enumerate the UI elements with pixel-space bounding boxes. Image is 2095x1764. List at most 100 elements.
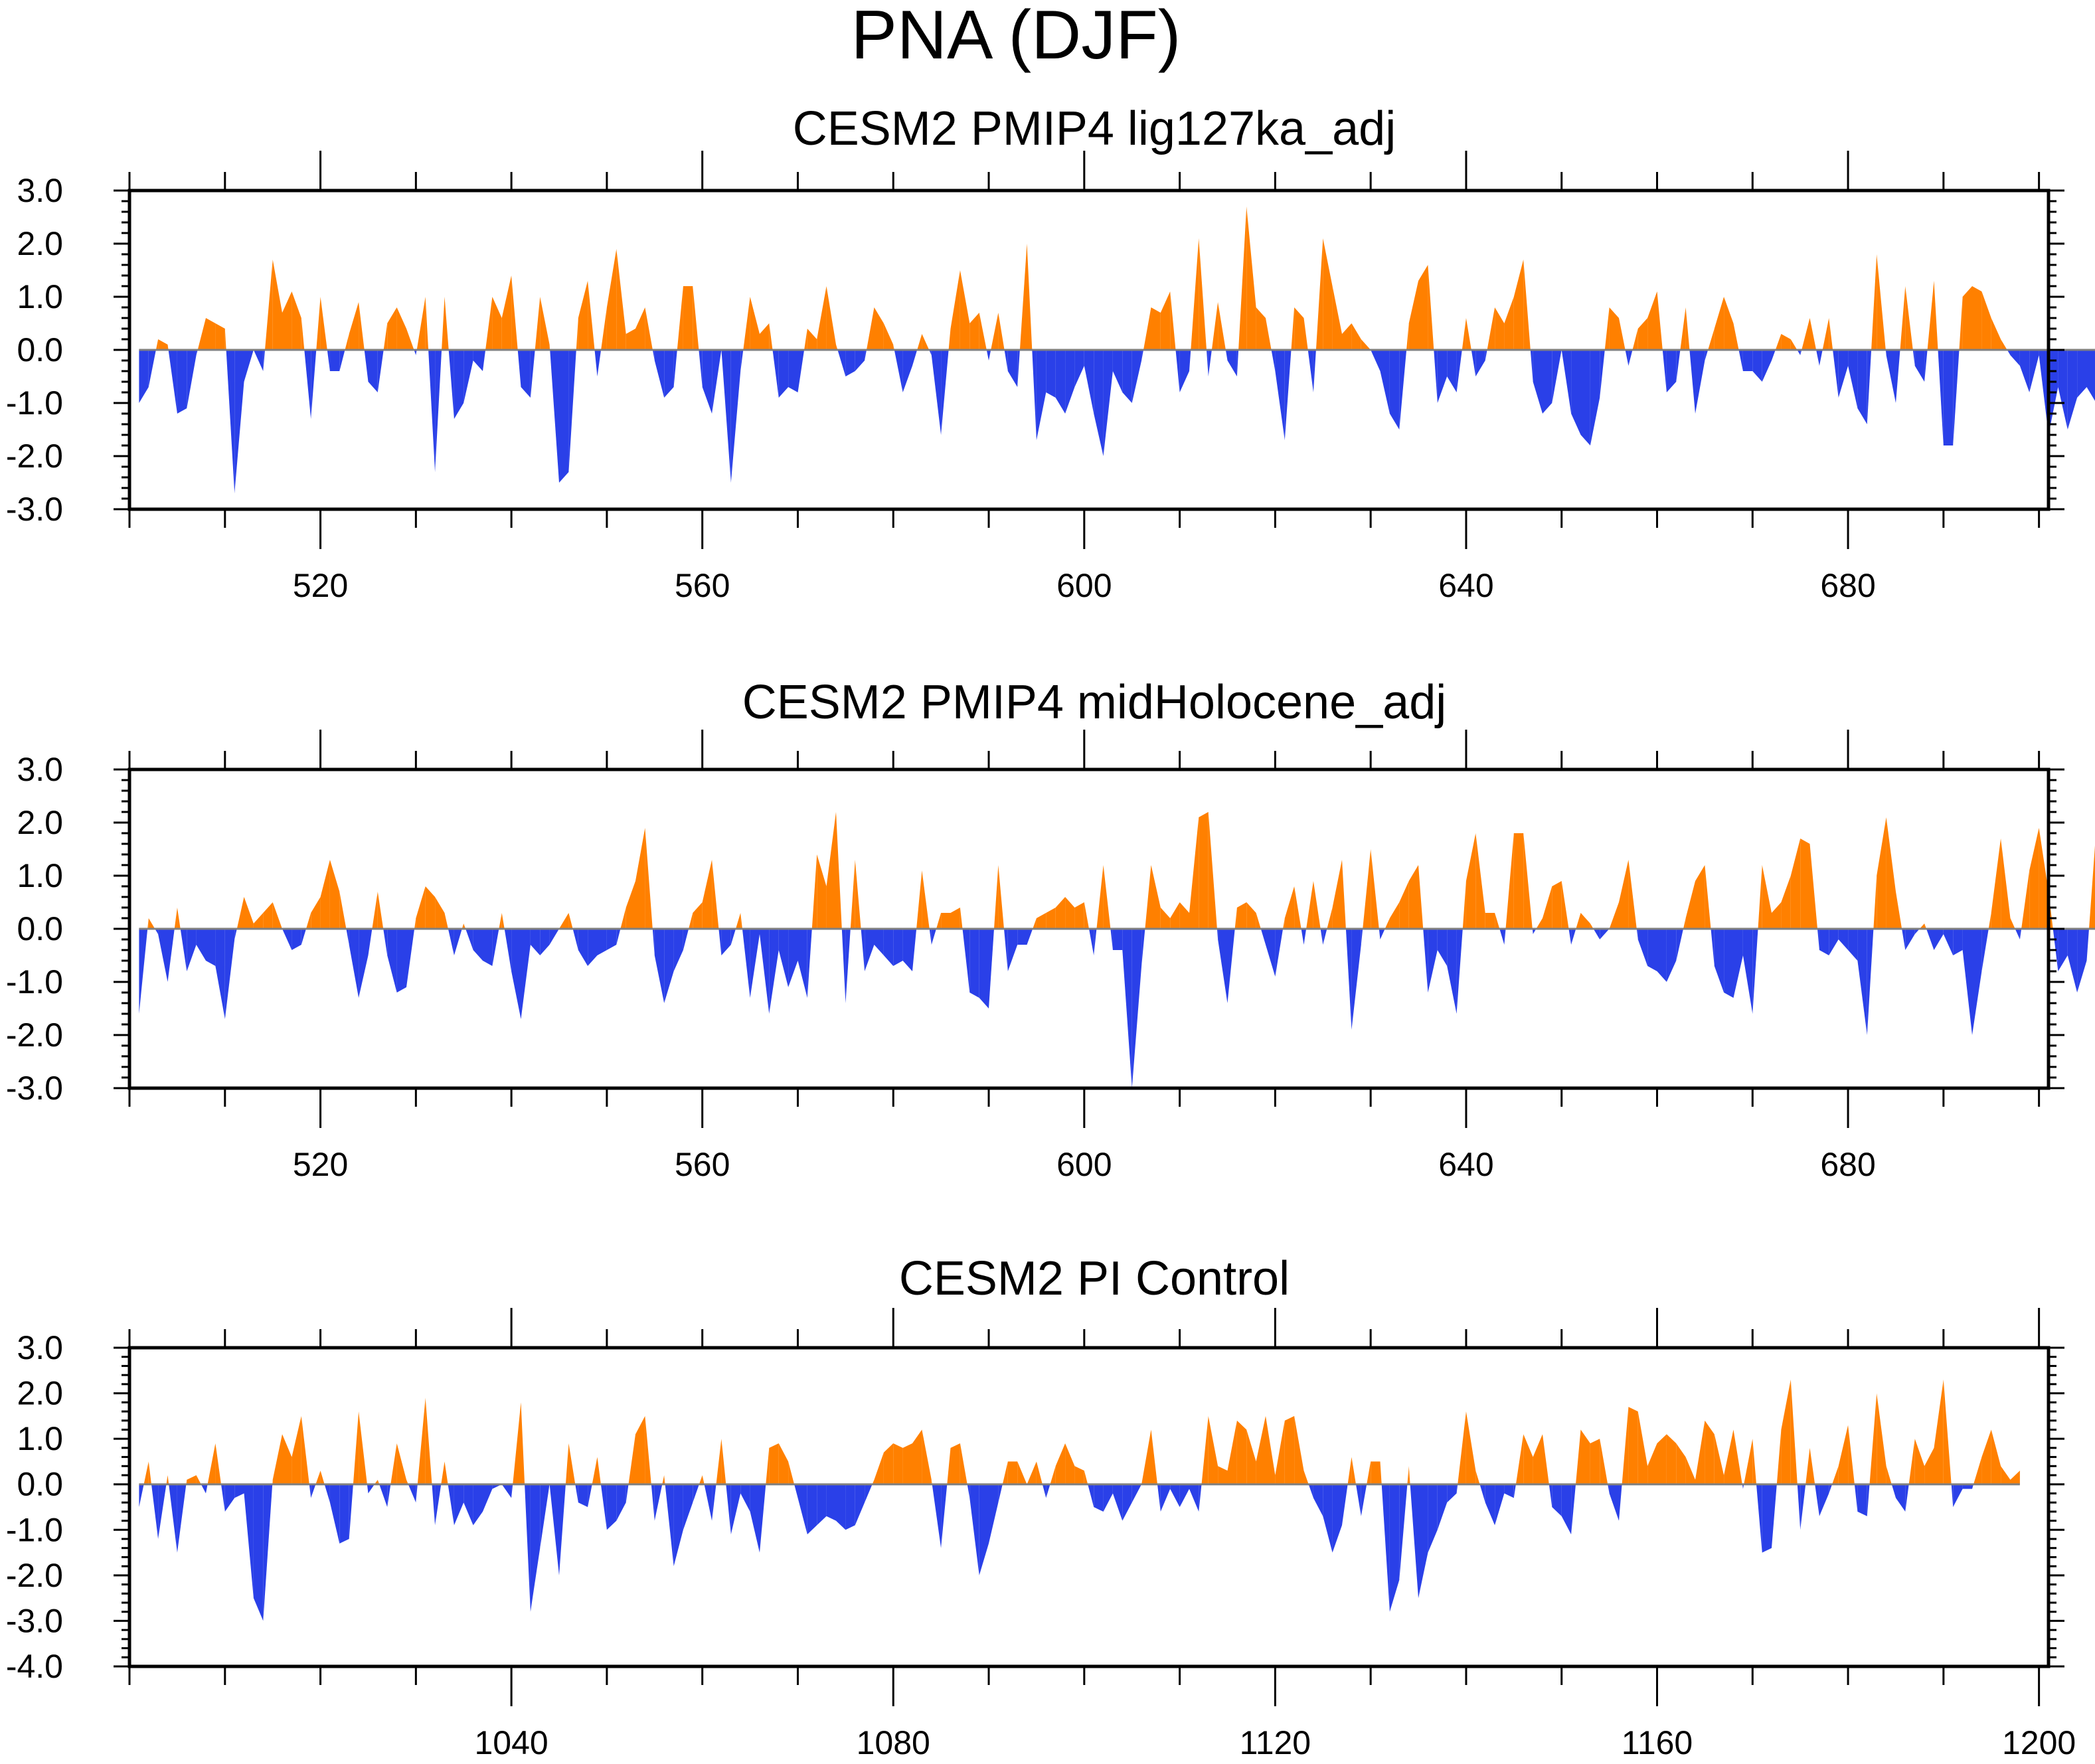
negative-anomaly-area	[2058, 929, 2068, 971]
positive-anomaly-area	[1007, 1461, 1018, 1484]
positive-anomaly-area	[2089, 845, 2095, 929]
positive-anomaly-area	[1208, 812, 1217, 929]
positive-anomaly-area	[224, 329, 226, 350]
negative-anomaly-area	[346, 929, 349, 945]
y-tick-label: 2.0	[17, 804, 63, 841]
x-tick-label: 560	[675, 1146, 730, 1183]
negative-anomaly-area	[807, 929, 812, 998]
positive-anomaly-area	[206, 318, 216, 350]
negative-anomaly-area	[855, 1484, 865, 1526]
negative-anomaly-area	[1504, 929, 1506, 945]
positive-anomaly-area	[635, 828, 645, 929]
positive-anomaly-area	[1829, 318, 1833, 350]
negative-anomaly-area	[139, 1484, 144, 1507]
positive-anomaly-area	[1371, 849, 1379, 929]
positive-anomaly-area	[1151, 865, 1161, 929]
negative-anomaly-area	[1724, 929, 1734, 998]
positive-anomaly-area	[1055, 897, 1066, 929]
positive-anomaly-area	[902, 1443, 912, 1484]
negative-anomaly-area	[1428, 1484, 1438, 1553]
positive-anomaly-area	[2001, 339, 2007, 350]
negative-anomaly-area	[234, 929, 237, 939]
negative-anomaly-area	[1711, 929, 1715, 966]
positive-anomaly-area	[883, 323, 894, 350]
negative-anomaly-area	[1742, 929, 1753, 1014]
positive-anomaly-area	[936, 913, 942, 929]
y-tick-label: 1.0	[17, 278, 63, 315]
negative-anomaly-area	[2067, 350, 2078, 430]
positive-anomaly-area	[353, 1411, 359, 1484]
positive-anomaly-area	[836, 345, 838, 350]
negative-anomaly-area	[1926, 929, 1934, 950]
negative-anomaly-area	[416, 1484, 418, 1503]
negative-anomaly-area	[979, 929, 989, 1008]
positive-anomaly-area	[1991, 318, 2001, 350]
positive-anomaly-area	[377, 892, 384, 929]
negative-anomaly-area	[772, 350, 779, 398]
positive-anomaly-area	[922, 334, 930, 350]
y-tick-label: -1.0	[6, 963, 63, 1001]
x-tick-label: 1040	[475, 1724, 548, 1761]
x-tick-label: 1200	[2002, 1724, 2076, 1761]
positive-anomaly-area	[263, 902, 273, 929]
negative-anomaly-area	[155, 929, 159, 934]
negative-anomaly-area	[572, 929, 578, 950]
negative-anomaly-area	[1275, 350, 1285, 440]
negative-anomaly-area	[1819, 929, 1829, 955]
negative-anomaly-area	[704, 1484, 712, 1521]
negative-anomaly-area	[196, 350, 198, 355]
x-tick-label: 520	[293, 1146, 348, 1183]
negative-anomaly-area	[778, 350, 789, 398]
positive-anomaly-area	[329, 860, 340, 929]
positive-anomaly-area	[1050, 1466, 1056, 1484]
negative-anomaly-area	[1303, 929, 1307, 945]
positive-anomaly-area	[1291, 307, 1295, 350]
positive-anomaly-area	[511, 276, 518, 350]
positive-anomaly-area	[626, 329, 635, 350]
negative-anomaly-area	[1216, 929, 1218, 939]
negative-anomaly-area	[368, 929, 373, 955]
negative-anomaly-area	[1943, 929, 1954, 955]
negative-anomaly-area	[2077, 929, 2087, 993]
positive-anomaly-area	[1576, 913, 1581, 929]
negative-anomaly-area	[1447, 350, 1457, 392]
positive-anomaly-area	[1084, 1471, 1088, 1484]
positive-anomaly-area	[1619, 318, 1626, 350]
negative-anomaly-area	[540, 1484, 550, 1548]
positive-anomaly-area	[1218, 1466, 1228, 1484]
negative-anomaly-area	[1733, 929, 1743, 998]
positive-anomaly-area	[950, 1443, 960, 1484]
positive-anomaly-area	[1873, 876, 1877, 929]
positive-anomaly-area	[578, 281, 588, 350]
positive-anomaly-area	[1905, 286, 1913, 350]
negative-anomaly-area	[967, 1484, 970, 1498]
negative-anomaly-area	[1131, 929, 1142, 1088]
negative-anomaly-area	[1819, 350, 1823, 366]
positive-anomaly-area	[417, 1398, 426, 1484]
negative-anomaly-area	[769, 929, 779, 1014]
negative-anomaly-area	[1867, 929, 1874, 1035]
negative-anomaly-area	[549, 1484, 559, 1575]
negative-anomaly-area	[2077, 350, 2087, 398]
positive-anomaly-area	[1724, 297, 1734, 350]
positive-anomaly-area	[1552, 881, 1562, 929]
negative-anomaly-area	[1817, 929, 1819, 950]
negative-anomaly-area	[387, 929, 397, 993]
negative-anomaly-area	[845, 350, 855, 376]
positive-anomaly-area	[1170, 902, 1180, 929]
negative-anomaly-area	[1609, 1484, 1619, 1521]
positive-anomaly-area	[645, 307, 653, 350]
negative-anomaly-area	[616, 1484, 626, 1521]
y-tick-label: -2.0	[6, 438, 63, 475]
negative-anomaly-area	[1036, 350, 1047, 440]
positive-anomaly-area	[1758, 865, 1762, 929]
y-tick-label: 3.0	[17, 1329, 63, 1366]
negative-anomaly-area	[1886, 350, 1896, 403]
negative-anomaly-area	[158, 1484, 167, 1539]
negative-anomaly-area	[1175, 350, 1180, 392]
positive-anomaly-area	[501, 276, 512, 350]
negative-anomaly-area	[1762, 1484, 1772, 1553]
positive-anomaly-area	[1347, 1457, 1352, 1484]
negative-anomaly-area	[1636, 929, 1638, 939]
positive-anomaly-area	[702, 1475, 705, 1484]
